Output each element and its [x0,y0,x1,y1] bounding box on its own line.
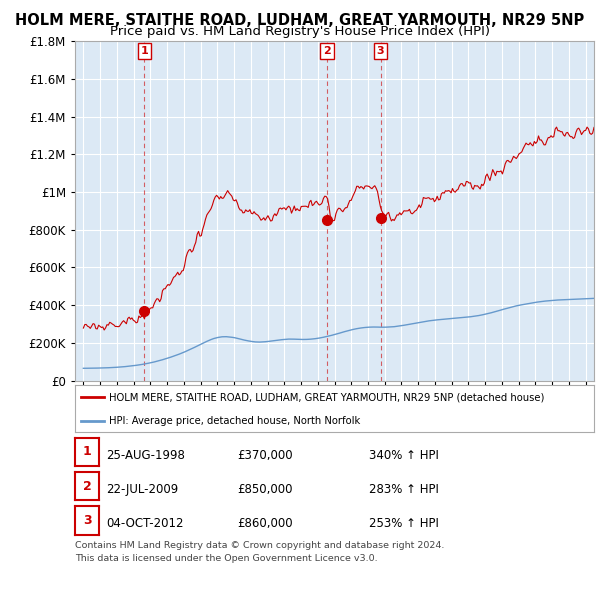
Text: Price paid vs. HM Land Registry's House Price Index (HPI): Price paid vs. HM Land Registry's House … [110,25,490,38]
Text: 283% ↑ HPI: 283% ↑ HPI [369,483,439,496]
Text: Contains HM Land Registry data © Crown copyright and database right 2024.: Contains HM Land Registry data © Crown c… [75,541,445,550]
Text: 25-AUG-1998: 25-AUG-1998 [106,449,185,462]
Text: This data is licensed under the Open Government Licence v3.0.: This data is licensed under the Open Gov… [75,554,377,563]
Text: 340% ↑ HPI: 340% ↑ HPI [369,449,439,462]
Text: £850,000: £850,000 [237,483,293,496]
Text: £860,000: £860,000 [237,517,293,530]
Text: 1: 1 [140,45,148,55]
Text: 253% ↑ HPI: 253% ↑ HPI [369,517,439,530]
Text: HOLM MERE, STAITHE ROAD, LUDHAM, GREAT YARMOUTH, NR29 5NP (detached house): HOLM MERE, STAITHE ROAD, LUDHAM, GREAT Y… [109,392,544,402]
Text: HOLM MERE, STAITHE ROAD, LUDHAM, GREAT YARMOUTH, NR29 5NP: HOLM MERE, STAITHE ROAD, LUDHAM, GREAT Y… [16,13,584,28]
Text: 3: 3 [83,514,91,527]
Text: 2: 2 [83,480,91,493]
Text: HPI: Average price, detached house, North Norfolk: HPI: Average price, detached house, Nort… [109,417,360,427]
Text: 22-JUL-2009: 22-JUL-2009 [106,483,178,496]
Text: 04-OCT-2012: 04-OCT-2012 [106,517,184,530]
Text: 3: 3 [377,45,385,55]
Text: 1: 1 [83,445,91,458]
Text: 2: 2 [323,45,331,55]
Text: £370,000: £370,000 [237,449,293,462]
